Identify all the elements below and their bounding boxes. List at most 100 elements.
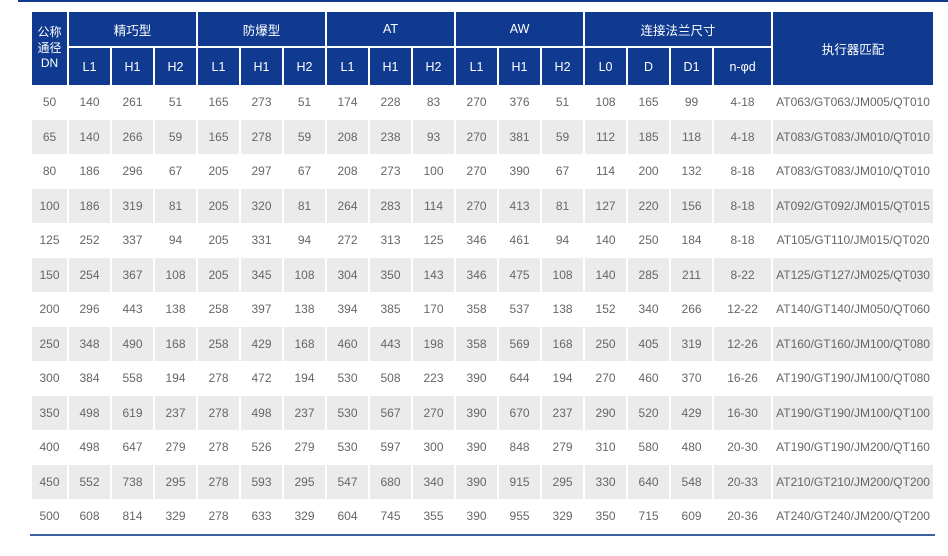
header-sub-row: L1 H1 H2 L1 H1 H2 L1 H1 H2 L1 H1 H2 L0 D D1 n-φd: [32, 48, 933, 85]
value-cell: 94: [155, 223, 196, 258]
value-cell: 114: [585, 154, 627, 189]
group-header: 精巧型: [69, 12, 196, 48]
value-cell: 390: [456, 395, 498, 430]
value-cell: 20-33: [714, 464, 772, 499]
value-cell: 108: [284, 257, 325, 292]
table-header: 公称 通径 DN 精巧型 防爆型 AT AW 连接法兰尺寸 执行器匹配 L1 H1 H2 L1 H…: [32, 12, 934, 85]
value-cell: 138: [155, 292, 196, 327]
dn-header: 公称 通径 DN: [32, 12, 67, 85]
value-cell: 278: [198, 395, 239, 430]
value-cell: 619: [112, 395, 153, 430]
table-row: 125 252 337 94 205 331 94 272 313 125 346 461 94 140 2…: [32, 223, 934, 258]
value-cell: 208: [327, 119, 368, 154]
column-header: H1: [499, 48, 541, 85]
value-cell: 81: [155, 188, 196, 223]
spec-table: 公称 通径 DN 精巧型 防爆型 AT AW 连接法兰尺寸 执行器匹配 L1 H1 H2 L1 H…: [30, 12, 935, 534]
value-cell: 59: [284, 119, 325, 154]
value-cell: 350: [370, 257, 411, 292]
value-cell: 170: [413, 292, 455, 327]
value-cell: 498: [241, 395, 282, 430]
value-cell: 295: [284, 464, 325, 499]
dn-cell: 65: [32, 119, 67, 154]
column-header: H1: [370, 48, 411, 85]
value-cell: 208: [327, 154, 368, 189]
value-cell: 608: [69, 499, 110, 534]
value-cell: 413: [499, 188, 541, 223]
value-cell: 237: [284, 395, 325, 430]
value-cell: 330: [585, 464, 627, 499]
actuator-cell: AT063/GT063/JM005/QT010: [773, 85, 934, 120]
actuator-cell: AT240/GT240/JM200/QT200: [773, 499, 934, 534]
group-header: AT: [327, 12, 455, 48]
value-cell: 429: [241, 326, 282, 361]
value-cell: 156: [671, 188, 713, 223]
value-cell: 384: [69, 361, 110, 396]
dn-cell: 300: [32, 361, 67, 396]
value-cell: 310: [585, 430, 627, 465]
table-row: 400 498 647 279 278 526 279 530 597 300 390 848 279 3…: [32, 430, 934, 465]
value-cell: 140: [585, 223, 627, 258]
value-cell: 376: [499, 85, 541, 120]
dn-cell: 80: [32, 154, 67, 189]
dn-cell: 50: [32, 85, 67, 120]
value-cell: 108: [542, 257, 584, 292]
value-cell: 295: [155, 464, 196, 499]
table-row: 80 186 296 67 205 297 67 208 273 100 270 390 67 114 20…: [32, 154, 934, 189]
value-cell: 283: [370, 188, 411, 223]
value-cell: 165: [628, 85, 670, 120]
value-cell: 319: [112, 188, 153, 223]
value-cell: 94: [542, 223, 584, 258]
value-cell: 16-30: [714, 395, 772, 430]
value-cell: 569: [499, 326, 541, 361]
value-cell: 205: [198, 257, 239, 292]
dn-cell: 150: [32, 257, 67, 292]
dn-cell: 100: [32, 188, 67, 223]
value-cell: 81: [284, 188, 325, 223]
value-cell: 250: [585, 326, 627, 361]
value-cell: 278: [198, 361, 239, 396]
value-cell: 266: [671, 292, 713, 327]
value-cell: 185: [628, 119, 670, 154]
table-row: 65 140 266 59 165 278 59 208 238 93 270 381 59 112 185…: [32, 119, 934, 154]
value-cell: 290: [585, 395, 627, 430]
table-row: 100 186 319 81 205 320 81 264 283 114 270 413 81 127 2…: [32, 188, 934, 223]
value-cell: 313: [370, 223, 411, 258]
value-cell: 320: [241, 188, 282, 223]
value-cell: 346: [456, 223, 498, 258]
actuator-cell: AT083/GT083/JM010/QT010: [773, 119, 934, 154]
value-cell: 593: [241, 464, 282, 499]
column-header: D1: [671, 48, 713, 85]
value-cell: 165: [198, 85, 239, 120]
value-cell: 51: [155, 85, 196, 120]
value-cell: 194: [542, 361, 584, 396]
value-cell: 270: [456, 119, 498, 154]
value-cell: 264: [327, 188, 368, 223]
value-cell: 132: [671, 154, 713, 189]
value-cell: 8-18: [714, 154, 772, 189]
value-cell: 99: [671, 85, 713, 120]
value-cell: 16-26: [714, 361, 772, 396]
value-cell: 278: [198, 499, 239, 534]
value-cell: 81: [542, 188, 584, 223]
value-cell: 12-26: [714, 326, 772, 361]
value-cell: 261: [112, 85, 153, 120]
value-cell: 530: [327, 361, 368, 396]
value-cell: 337: [112, 223, 153, 258]
value-cell: 59: [155, 119, 196, 154]
group-header: AW: [456, 12, 584, 48]
value-cell: 443: [370, 326, 411, 361]
value-cell: 205: [198, 188, 239, 223]
value-cell: 4-18: [714, 85, 772, 120]
value-cell: 460: [327, 326, 368, 361]
value-cell: 350: [585, 499, 627, 534]
value-cell: 270: [585, 361, 627, 396]
value-cell: 461: [499, 223, 541, 258]
value-cell: 443: [112, 292, 153, 327]
value-cell: 118: [671, 119, 713, 154]
value-cell: 194: [284, 361, 325, 396]
value-cell: 20-36: [714, 499, 772, 534]
value-cell: 394: [327, 292, 368, 327]
value-cell: 258: [198, 292, 239, 327]
column-header: L1: [69, 48, 110, 85]
value-cell: 8-22: [714, 257, 772, 292]
